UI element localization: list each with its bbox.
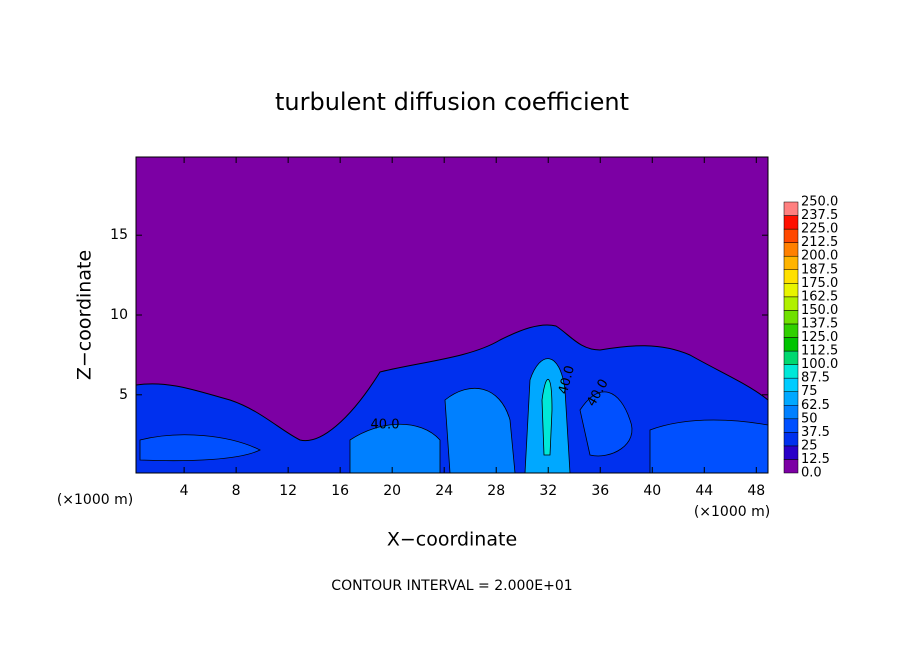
colorbar-label: 75 (801, 384, 818, 399)
x-tick-label: 12 (279, 483, 297, 499)
field-region (579, 391, 633, 457)
colorbar-label: 125.0 (801, 330, 838, 345)
x-unit-label: (×1000 m) (57, 492, 133, 508)
y-tick-label: 10 (110, 307, 128, 323)
colorbar-swatch (783, 337, 799, 352)
x-tick-label: 16 (331, 483, 349, 499)
colorbar-label: 200.0 (801, 249, 838, 264)
x-tick-label: 32 (539, 483, 557, 499)
x-tick-label: 40 (643, 483, 661, 499)
x-tick-label: 8 (232, 483, 241, 499)
x-axis-title: X−coordinate (387, 529, 517, 551)
colorbar-label: 175.0 (801, 276, 838, 291)
colorbar-label: 237.5 (801, 208, 838, 223)
colorbar-swatch (783, 201, 799, 216)
chart-title: turbulent diffusion coefficient (275, 88, 629, 116)
x-tick-label: 44 (695, 483, 713, 499)
colorbar-swatch (783, 269, 799, 284)
colorbar-label: 25 (801, 438, 818, 453)
colorbar-label: 187.5 (801, 262, 838, 277)
colorbar-label: 100.0 (801, 357, 838, 372)
x-unit-label: (×1000 m) (694, 504, 770, 520)
colorbar-swatch (783, 228, 799, 243)
colorbar-swatch (783, 296, 799, 311)
colorbar-label: 162.5 (801, 289, 838, 304)
colorbar-swatch (783, 377, 799, 392)
colorbar-label: 0.0 (801, 466, 822, 481)
colorbar-swatch (783, 283, 799, 298)
colorbar-label: 112.5 (801, 344, 838, 359)
colorbar-swatch (783, 459, 799, 474)
colorbar-swatch (783, 405, 799, 420)
colorbar-label: 212.5 (801, 235, 838, 250)
colorbar-label: 50 (801, 411, 818, 426)
contour-label: 40.0 (556, 364, 578, 396)
footer-note: CONTOUR INTERVAL = 2.000E+01 (331, 578, 572, 594)
colorbar-swatch (783, 350, 799, 365)
field-region (349, 423, 441, 474)
x-tick-label: 28 (487, 483, 505, 499)
x-tick-label: 24 (435, 483, 453, 499)
colorbar-swatch (783, 364, 799, 379)
colorbar-label: 37.5 (801, 425, 830, 440)
x-tick-label: 4 (180, 483, 189, 499)
colorbar-swatch (783, 445, 799, 460)
colorbar-label: 62.5 (801, 398, 830, 413)
field-region (444, 387, 516, 474)
colorbar-swatch (783, 418, 799, 433)
x-tick-label: 48 (747, 483, 765, 499)
field-region (649, 419, 769, 474)
colorbar-swatch (783, 323, 799, 338)
field (135, 157, 769, 474)
colorbar-swatch (783, 215, 799, 230)
colorbar-swatch (783, 242, 799, 257)
y-tick-label: 5 (119, 387, 128, 403)
colorbar-label: 150.0 (801, 303, 838, 318)
contour-label: 40.0 (371, 418, 400, 433)
colorbar-label: 137.5 (801, 316, 838, 331)
x-tick-label: 36 (591, 483, 609, 499)
colorbar-swatch (783, 391, 799, 406)
field-region (139, 434, 261, 462)
colorbar-swatch (783, 255, 799, 271)
x-tick-label: 20 (383, 483, 401, 499)
colorbar-label: 225.0 (801, 222, 838, 237)
colorbar-label: 12.5 (801, 452, 830, 467)
field-region (541, 378, 553, 456)
colorbar-swatch (783, 310, 799, 325)
colorbar-label: 87.5 (801, 371, 830, 386)
y-tick-label: 15 (110, 227, 128, 243)
y-axis-title: Z−coordinate (74, 250, 96, 380)
colorbar-swatch (783, 432, 799, 447)
colorbar-label: 250.0 (801, 195, 838, 210)
